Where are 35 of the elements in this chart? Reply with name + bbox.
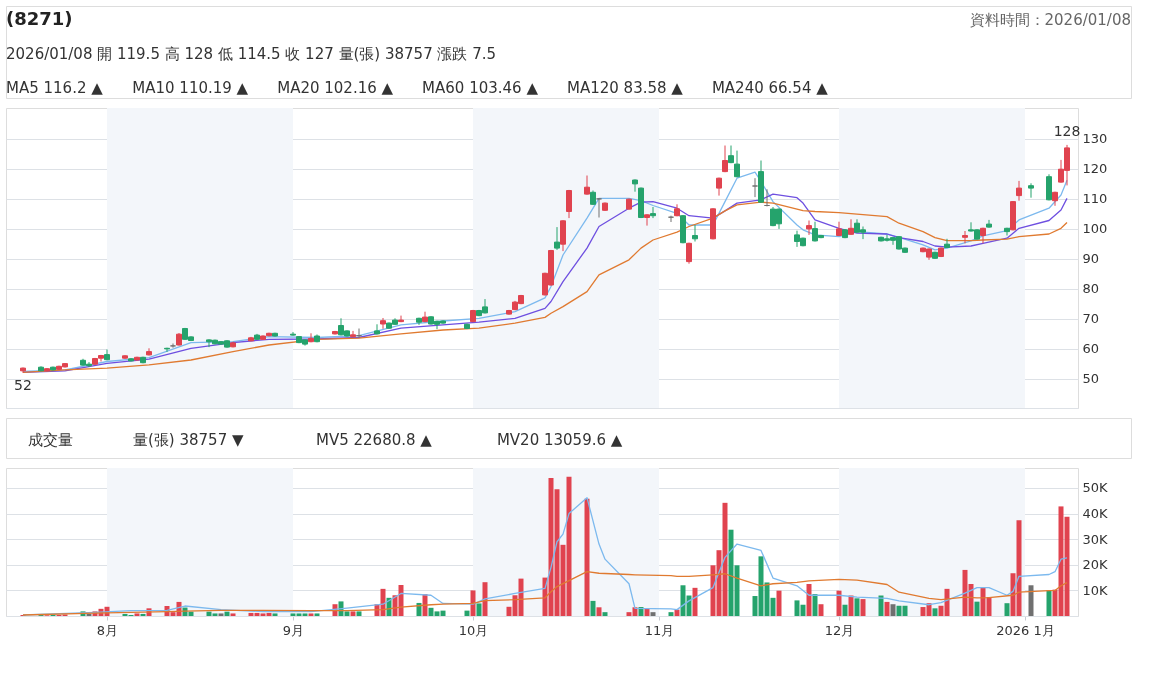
annotation: 128 <box>1053 122 1081 139</box>
y-tick-label: 50 <box>1082 371 1100 387</box>
chart-subtitle: 資料時間：2026/01/08 <box>969 11 1131 29</box>
y-tick-label: 100 <box>1082 221 1108 237</box>
chart-title: (8271) <box>6 8 73 29</box>
y-tick-label: 70 <box>1082 311 1100 327</box>
y-tick-label: 50K <box>1082 480 1109 496</box>
y-tick-label: 30K <box>1082 531 1109 547</box>
y-tick-label: 130 <box>1082 131 1108 147</box>
x-tick-label: 8月 <box>96 622 119 638</box>
annotation: 52 <box>14 376 32 393</box>
x-tick-label: 9月 <box>282 622 305 638</box>
y-tick-label: 40K <box>1082 506 1109 522</box>
y-tick-label: 110 <box>1082 191 1108 207</box>
y-tick-label: 20K <box>1082 557 1109 573</box>
text: MA120 83.58 ▲ <box>567 79 684 97</box>
text: MA20 102.16 ▲ <box>277 79 394 97</box>
text: 成交量 <box>28 431 73 449</box>
y-tick-label: 120 <box>1082 161 1108 177</box>
text: MA10 110.19 ▲ <box>132 79 249 97</box>
x-tick-label: 12月 <box>824 622 855 638</box>
y-tick-label: 10K <box>1082 582 1109 598</box>
text: MV20 13059.6 ▲ <box>496 431 623 449</box>
text: MV5 22680.8 ▲ <box>316 431 433 449</box>
y-tick-label: 60 <box>1082 341 1100 357</box>
text: 量(張) 38757 ▼ <box>133 431 244 449</box>
x-tick-label: 11月 <box>644 622 675 638</box>
y-tick-label: 80 <box>1082 281 1100 297</box>
y-tick-label: 90 <box>1082 251 1100 267</box>
text: MA5 116.2 ▲ <box>6 79 104 97</box>
x-tick-label: 2026 1月 <box>996 622 1055 638</box>
text: MA240 66.54 ▲ <box>711 79 829 97</box>
text: MA60 103.46 ▲ <box>422 79 539 97</box>
x-tick-label: 10月 <box>458 622 489 638</box>
text: 2026/01/08 開 119.5 高 128 低 114.5 收 127 量(張) 38757 漲跌 7.5 <box>6 45 497 63</box>
